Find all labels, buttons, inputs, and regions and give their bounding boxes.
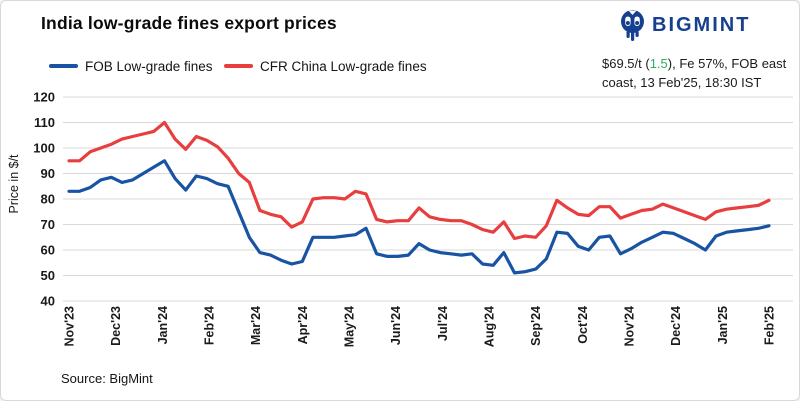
y-axis-title: Price in $/t (7, 154, 21, 214)
bigmint-logo-text: BIGMINT (652, 13, 751, 36)
legend-swatch-fob-line (49, 64, 78, 68)
page-title: India low-grade fines export prices (41, 13, 337, 33)
bigmint-logo-icon (621, 10, 644, 41)
x-tick-label-jul24: Jul'24 (436, 306, 450, 341)
annotation-line2: coast, 13 Feb'25, 18:30 IST (602, 75, 762, 90)
x-tick-label-dec23: Dec'23 (109, 306, 123, 346)
price-line-chart: 40 50 60 70 80 90 100 110 120 Price in $/t Nov'23 D… (7, 90, 793, 347)
x-tick-label-feb24: Feb'24 (203, 306, 217, 345)
x-tick-label-feb25: Feb'25 (763, 306, 777, 345)
series-line-cfr-china (67, 120, 771, 241)
x-tick-label-nov23: Nov'23 (63, 306, 77, 347)
x-tick-label-apr24: Apr'24 (296, 306, 310, 344)
x-tick-label-may24: May'24 (343, 306, 357, 347)
y-tick-label-120: 120 (33, 90, 55, 105)
chart-legend: FOB Low-grade fines CFR China Low-grade … (1, 56, 601, 76)
legend-item-fob: FOB Low-grade fines (49, 56, 213, 76)
x-tick-label-nov24: Nov'24 (623, 306, 637, 347)
x-tick-label-oct24: Oct'24 (576, 306, 590, 344)
legend-label-cfr: CFR China Low-grade fines (260, 58, 427, 74)
x-tick-label-dec24: Dec'24 (669, 306, 683, 346)
legend-swatch-cfr-line (224, 64, 253, 68)
y-tick-label-110: 110 (34, 115, 55, 130)
x-tick-label-jan25: Jan'25 (716, 306, 730, 344)
legend-label-fob: FOB Low-grade fines (85, 58, 213, 74)
y-tick-label-80: 80 (41, 192, 55, 207)
x-tick-label-jan24: Jan'24 (156, 306, 170, 344)
annotation-change: 1.5 (649, 56, 668, 71)
x-tick-label-jun24: Jun'24 (389, 306, 403, 345)
y-tick-label-100: 100 (33, 141, 55, 156)
y-tick-label-40: 40 (41, 294, 55, 309)
source-note: Source: BigMint (61, 371, 153, 386)
series-line-fob (67, 159, 771, 275)
legend-item-cfr: CFR China Low-grade fines (224, 56, 427, 76)
latest-price-annotation: $69.5/t (1.5), Fe 57%, FOB east coast, 13… (602, 54, 792, 92)
bigmint-logo: BIGMINT (619, 9, 750, 41)
y-tick-label-70: 70 (41, 217, 55, 232)
y-tick-label-60: 60 (41, 243, 55, 258)
y-tick-label-50: 50 (41, 268, 55, 283)
x-tick-label-sep24: Sep'24 (529, 306, 543, 346)
annotation-rest: ), Fe 57%, FOB east (667, 56, 787, 71)
annotation-price: $69.5/t ( (602, 56, 650, 71)
x-tick-label-aug24: Aug'24 (483, 306, 497, 347)
y-tick-label-90: 90 (41, 166, 55, 181)
x-tick-label-mar24: Mar'24 (249, 306, 263, 345)
